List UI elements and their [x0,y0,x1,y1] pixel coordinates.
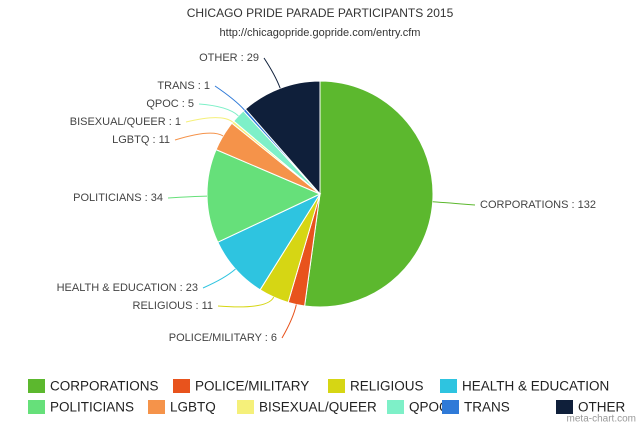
leader-line [185,117,234,123]
legend-label: HEALTH & EDUCATION [462,379,609,394]
leader-line [281,304,297,339]
leader-line [214,85,245,111]
data-label: CORPORATIONS : 132 [480,199,596,211]
legend-swatch [387,400,404,414]
legend-label: QPOC [409,400,449,415]
legend-swatch [442,400,459,414]
legend-swatch [556,400,573,414]
legend-label: POLITICIANS [50,400,134,415]
data-label: POLICE/MILITARY : 6 [169,332,277,344]
data-label: RELIGIOUS : 11 [133,300,214,312]
legend-swatch [237,400,254,414]
legend-swatch [28,400,45,414]
legend-label: CORPORATIONS [50,379,159,394]
data-label: LGBTQ : 11 [112,134,170,146]
data-label: OTHER : 29 [199,52,259,64]
leader-line [167,195,208,199]
legend-label: RELIGIOUS [350,379,424,394]
leader-line [432,201,476,206]
leader-line [263,57,281,89]
data-label: QPOC : 5 [146,98,194,110]
leader-line [217,296,275,308]
legend-label: POLICE/MILITARY [195,379,309,394]
pie-slice [206,148,322,243]
legend-swatch [28,379,45,393]
leader-line [202,268,236,289]
chart-subtitle: http://chicagopride.gopride.com/entry.cf… [220,27,421,39]
credit: meta-chart.com [567,414,636,424]
legend-label: TRANS [464,400,510,415]
leader-line [174,132,224,141]
legend-label: LGBTQ [170,400,216,415]
data-label: HEALTH & EDUCATION : 23 [57,282,198,294]
data-label: POLITICIANS : 34 [73,192,163,204]
legend-swatch [173,379,190,393]
legend-swatch [148,400,165,414]
legend-swatch [440,379,457,393]
data-label: BISEXUAL/QUEER : 1 [70,116,181,128]
leader-line [198,103,239,117]
legend-label: OTHER [578,400,626,415]
pie-slice [304,80,434,308]
legend-swatch [328,379,345,393]
data-label: TRANS : 1 [157,80,210,92]
legend-label: BISEXUAL/QUEER [259,400,377,415]
chart-title: CHICAGO PRIDE PARADE PARTICIPANTS 2015 [187,6,454,20]
